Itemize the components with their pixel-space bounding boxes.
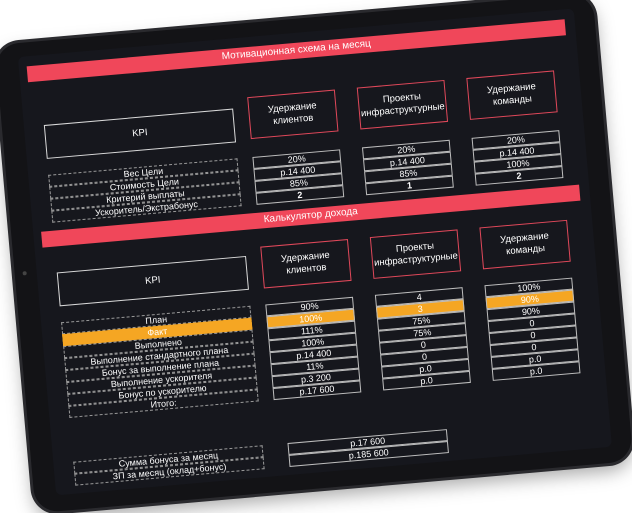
calc-col-header-2: Проекты инфраструктурные [369, 229, 462, 279]
scheme-title: Мотивационная схема на месяц [26, 19, 566, 83]
camera-dot [22, 271, 27, 276]
calc-col-header-3: Удержание команды [479, 219, 571, 270]
calc-col-header-1: Удержание клиентов [260, 238, 352, 289]
spreadsheet-screen: Мотивационная схема на месяц KPI Удержан… [17, 8, 613, 496]
scheme-col-header-2: Проекты инфраструктурные [356, 79, 449, 130]
calc-kpi-header: KPI [56, 255, 249, 307]
scheme-kpi-header: KPI [43, 108, 237, 159]
scheme-col-header-3: Удержание команды [466, 70, 558, 120]
scheme-col-header-1: Удержание клиентов [247, 89, 339, 140]
